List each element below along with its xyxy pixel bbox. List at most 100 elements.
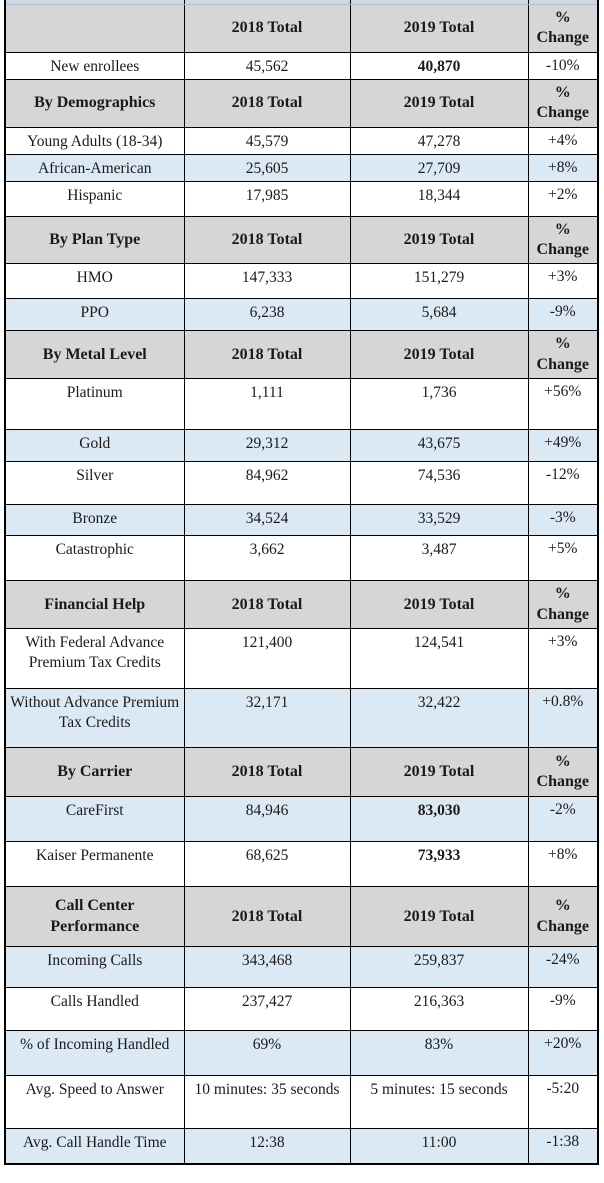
value-2019-cell: 1,736 xyxy=(349,378,529,431)
row-kaiser-permanente: Kaiser Permanente 68,625 73,933 +8% xyxy=(4,841,599,888)
value-2019-cell: 40,870 xyxy=(349,51,529,80)
row-without-advance-premium-tax-credits: Without Advance Premium Tax Credits 32,17… xyxy=(4,688,599,749)
section-header-row-by-carrier: By Carrier 2018 Total 2019 Total% Change xyxy=(4,747,599,798)
value-2018-cell: 29,312 xyxy=(183,429,351,463)
section-title-cell: Call Center Performance xyxy=(4,886,185,948)
row-new-enrollees: New enrollees 45,562 40,870 -10% xyxy=(4,51,599,80)
value-2019-cell: 27,709 xyxy=(349,153,529,182)
row-label-cell: HMO xyxy=(4,263,185,300)
section-header-row-call-center-performance: Call Center Performance 2018 Total 2019 To… xyxy=(4,886,599,948)
pct-change-cell: +3% xyxy=(527,263,599,300)
pct-change-cell: +8% xyxy=(527,153,599,182)
row-incoming-calls: Incoming Calls 343,468 259,837 -24% xyxy=(4,946,599,989)
row-platinum: Platinum 1,111 1,736 +56% xyxy=(4,378,599,431)
row-label-cell: Silver xyxy=(4,461,185,506)
row-label-cell: New enrollees xyxy=(4,51,185,80)
value-2018-cell: 343,468 xyxy=(183,946,351,989)
value-2018-cell: 3,662 xyxy=(183,535,351,582)
section-title-cell: By Plan Type xyxy=(4,215,185,265)
col-header-2019-total: 2019 Total xyxy=(349,580,529,630)
row-label-cell: Bronze xyxy=(4,504,185,537)
row-avg-call-handle-time: Avg. Call Handle Time 12:38 11:00 -1:38 xyxy=(4,1128,599,1165)
value-2018-cell: 10 minutes: 35 seconds xyxy=(183,1075,351,1130)
row-bronze: Bronze 34,524 33,529 -3% xyxy=(4,504,599,537)
row-of-incoming-handled: % of Incoming Handled 69% 83% +20% xyxy=(4,1030,599,1077)
value-2018-cell: 69% xyxy=(183,1030,351,1077)
value-2019-cell: 3,487 xyxy=(349,535,529,582)
section-header-row-enrollment: 2018 Total 2019 Total% Change xyxy=(4,4,599,53)
col-header-pct-change: % Change xyxy=(527,215,599,265)
value-2018-cell: 32,171 xyxy=(183,688,351,749)
col-header-2018-total: 2018 Total xyxy=(183,886,351,948)
pct-change-cell: +56% xyxy=(527,378,599,431)
col-header-pct-change: % Change xyxy=(527,330,599,380)
value-2018-cell: 45,562 xyxy=(183,51,351,80)
section-title-cell: By Metal Level xyxy=(4,330,185,380)
col-header-2019-total: 2019 Total xyxy=(349,215,529,265)
row-label-cell: CareFirst xyxy=(4,796,185,843)
col-header-pct-change: % Change xyxy=(527,747,599,798)
section-header-row-by-metal-level: By Metal Level 2018 Total 2019 Total% Chan… xyxy=(4,330,599,380)
section-header-row-by-plan-type: By Plan Type 2018 Total 2019 Total% Change xyxy=(4,215,599,265)
row-label-cell: Young Adults (18-34) xyxy=(4,126,185,155)
pct-change-cell: -10% xyxy=(527,51,599,80)
pct-change-cell: +5% xyxy=(527,535,599,582)
row-hispanic: Hispanic 17,985 18,344 +2% xyxy=(4,180,599,217)
section-title-cell: Financial Help xyxy=(4,580,185,630)
pct-change-cell: -2% xyxy=(527,796,599,843)
col-header-2019-total: 2019 Total xyxy=(349,330,529,380)
value-2018-cell: 6,238 xyxy=(183,298,351,332)
pct-change-cell: +20% xyxy=(527,1030,599,1077)
value-2018-cell: 34,524 xyxy=(183,504,351,537)
value-2019-cell: 47,278 xyxy=(349,126,529,155)
row-label-cell: African-American xyxy=(4,153,185,182)
col-header-pct-change: % Change xyxy=(527,886,599,948)
pct-change-cell: +0.8% xyxy=(527,688,599,749)
value-2018-cell: 17,985 xyxy=(183,180,351,217)
row-label-cell: With Federal Advance Premium Tax Credits xyxy=(4,628,185,690)
section-title-cell: By Demographics xyxy=(4,78,185,128)
col-header-2018-total: 2018 Total xyxy=(183,4,351,53)
col-header-pct-change: % Change xyxy=(527,580,599,630)
section-header-row-financial-help: Financial Help 2018 Total 2019 Total% Chan… xyxy=(4,580,599,630)
col-header-2018-total: 2018 Total xyxy=(183,580,351,630)
row-label-cell: Avg. Call Handle Time xyxy=(4,1128,185,1165)
value-2019-cell: 18,344 xyxy=(349,180,529,217)
pct-change-cell: -9% xyxy=(527,298,599,332)
pct-change-cell: -9% xyxy=(527,987,599,1032)
pct-change-cell: +4% xyxy=(527,126,599,155)
value-2019-cell: 74,536 xyxy=(349,461,529,506)
value-2018-cell: 121,400 xyxy=(183,628,351,690)
pct-change-cell: +49% xyxy=(527,429,599,463)
pct-change-cell: -1:38 xyxy=(527,1128,599,1165)
col-header-2018-total: 2018 Total xyxy=(183,330,351,380)
row-gold: Gold 29,312 43,675 +49% xyxy=(4,429,599,463)
row-young-adults-18-34: Young Adults (18-34) 45,579 47,278 +4% xyxy=(4,126,599,155)
table-body: 2018 Total 2019 Total% Change New enrollee… xyxy=(4,0,599,1165)
value-2019-cell: 5 minutes: 15 seconds xyxy=(349,1075,529,1130)
row-with-federal-advance-premium-tax-credits: With Federal Advance Premium Tax Credits… xyxy=(4,628,599,690)
enrollment-comparison-table: 2018 Total 2019 Total% Change New enrollee… xyxy=(4,0,599,1165)
row-hmo: HMO 147,333 151,279 +3% xyxy=(4,263,599,300)
pct-change-cell: -12% xyxy=(527,461,599,506)
value-2019-cell: 216,363 xyxy=(349,987,529,1032)
pct-change-cell: -3% xyxy=(527,504,599,537)
value-2019-cell: 83,030 xyxy=(349,796,529,843)
value-2018-cell: 147,333 xyxy=(183,263,351,300)
value-2018-cell: 12:38 xyxy=(183,1128,351,1165)
row-ppo: PPO 6,238 5,684 -9% xyxy=(4,298,599,332)
pct-change-cell: +3% xyxy=(527,628,599,690)
value-2018-cell: 68,625 xyxy=(183,841,351,888)
row-calls-handled: Calls Handled 237,427 216,363 -9% xyxy=(4,987,599,1032)
value-2019-cell: 32,422 xyxy=(349,688,529,749)
value-2019-cell: 11:00 xyxy=(349,1128,529,1165)
section-title-cell: By Carrier xyxy=(4,747,185,798)
row-label-cell: % of Incoming Handled xyxy=(4,1030,185,1077)
row-label-cell: Incoming Calls xyxy=(4,946,185,989)
row-label-cell: Kaiser Permanente xyxy=(4,841,185,888)
value-2019-cell: 5,684 xyxy=(349,298,529,332)
col-header-2018-total: 2018 Total xyxy=(183,78,351,128)
row-label-cell: Calls Handled xyxy=(4,987,185,1032)
row-label-cell: Gold xyxy=(4,429,185,463)
row-carefirst: CareFirst 84,946 83,030 -2% xyxy=(4,796,599,843)
